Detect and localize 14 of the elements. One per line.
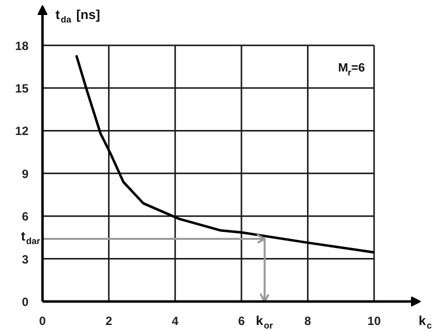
line-series	[75, 54, 376, 254]
x-tick-label: 8	[304, 314, 312, 328]
x-tick-label: 10	[367, 314, 382, 328]
x-tick-label: 6	[238, 314, 246, 328]
x-tick-label: 0	[39, 314, 46, 328]
x-tick-label: 4	[172, 314, 179, 328]
y-tick-label: 12	[15, 124, 29, 138]
y-tick-label: 9	[22, 166, 29, 181]
y-tick-label: 18	[15, 38, 29, 53]
y-tick-label: 3	[22, 252, 29, 266]
y-tick-label: 0	[22, 295, 29, 309]
y-tick-label: 6	[22, 210, 29, 224]
y-tick-label: 15	[15, 82, 29, 96]
x-tick-label: 2	[105, 314, 112, 328]
